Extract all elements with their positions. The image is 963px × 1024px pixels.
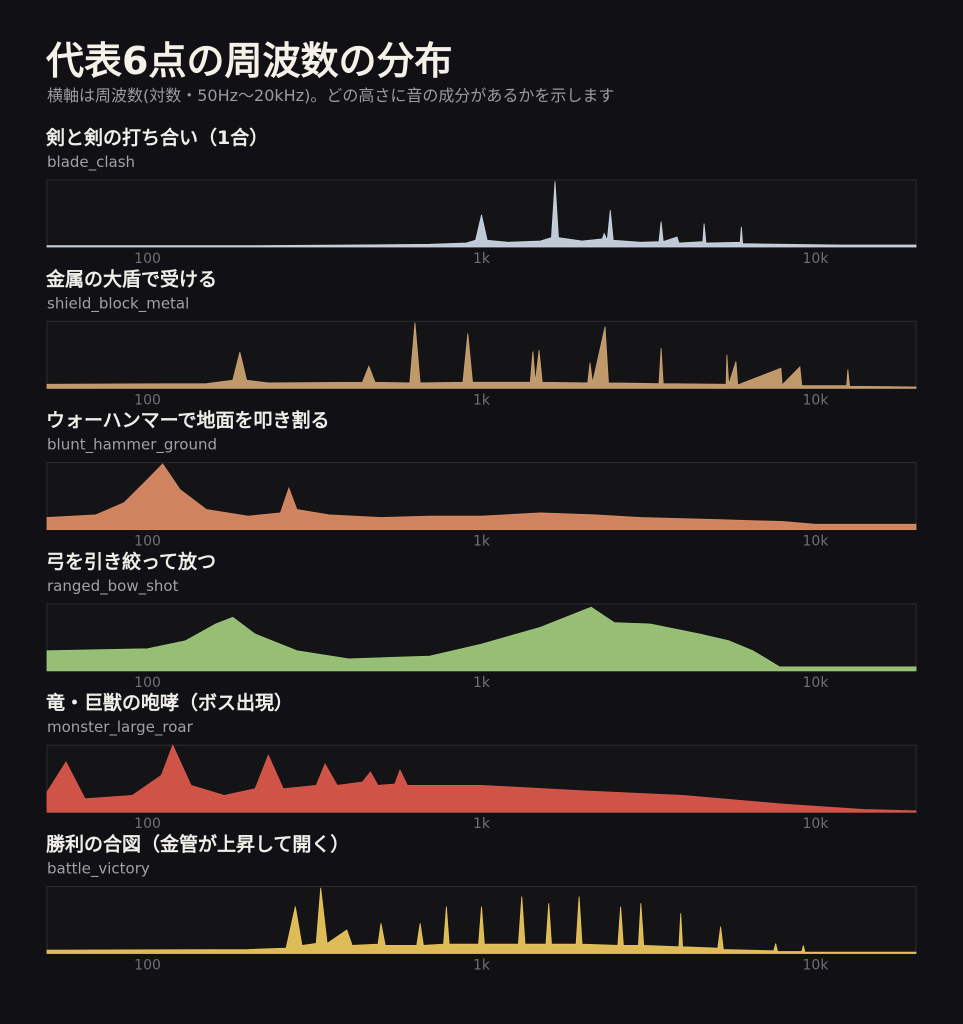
spectrum-area xyxy=(46,322,917,389)
x-tick-label: 100 xyxy=(134,675,161,691)
x-tick-label: 1k xyxy=(473,534,491,550)
spectrum-area xyxy=(46,606,917,672)
panel-subtitle: shield_block_metal xyxy=(47,294,189,313)
x-tick-label: 1k xyxy=(473,675,491,691)
x-tick-label: 100 xyxy=(134,958,161,974)
panel-frame xyxy=(46,320,917,389)
page-subtitle: 横軸は周波数(対数・50Hz〜20kHz)。どの高さに音の成分があるかを示します xyxy=(47,86,614,105)
x-tick-label: 1k xyxy=(473,392,491,408)
panel-title: 勝利の合図（金管が上昇して開く） xyxy=(46,833,349,856)
x-tick-label: 10k xyxy=(803,675,830,691)
x-tick-label: 10k xyxy=(803,534,830,550)
x-tick-label: 1k xyxy=(473,251,491,267)
x-tick-label: 1k xyxy=(473,958,491,974)
panel-subtitle: ranged_bow_shot xyxy=(47,577,179,596)
panel-title: 竜・巨獣の咆哮（ボス出現） xyxy=(46,691,293,714)
x-tick-label: 10k xyxy=(803,392,830,408)
x-tick-label: 1k xyxy=(473,816,491,832)
panel-title: 弓を引き絞って放つ xyxy=(46,550,216,573)
panel-subtitle: battle_victory xyxy=(47,860,150,879)
spectrum-area xyxy=(46,463,917,530)
panel-subtitle: blade_clash xyxy=(47,153,135,172)
x-tick-label: 100 xyxy=(134,392,161,408)
panel-title: 金属の大盾で受ける xyxy=(45,267,217,290)
spectrum-area xyxy=(46,744,917,813)
x-tick-label: 100 xyxy=(134,534,161,550)
x-tick-label: 100 xyxy=(134,251,161,267)
x-tick-label: 10k xyxy=(803,251,830,267)
panel-subtitle: monster_large_roar xyxy=(47,718,194,737)
page-title: 代表6点の周波数の分布 xyxy=(46,39,452,83)
x-tick-label: 10k xyxy=(803,816,830,832)
panel-title: ウォーハンマーで地面を叩き割る xyxy=(46,409,329,432)
x-tick-label: 100 xyxy=(134,816,161,832)
panel-title: 剣と剣の打ち合い（1合） xyxy=(45,126,268,149)
spectrum-area xyxy=(46,887,917,954)
panel-subtitle: blunt_hammer_ground xyxy=(47,436,217,455)
spectrum-area xyxy=(46,181,917,248)
x-tick-label: 10k xyxy=(803,958,830,974)
